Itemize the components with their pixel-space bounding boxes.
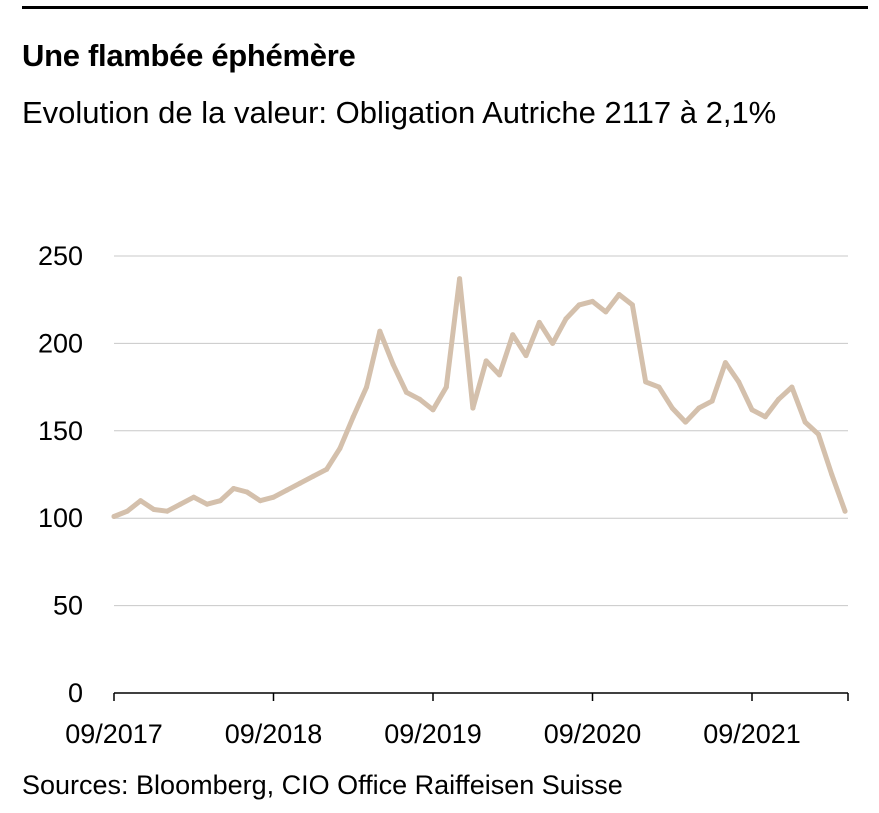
data-point	[709, 398, 715, 404]
data-point	[523, 353, 529, 359]
data-point	[563, 316, 569, 322]
data-point	[483, 358, 489, 364]
data-point	[284, 487, 290, 493]
data-point	[430, 407, 436, 413]
data-point	[310, 473, 316, 479]
data-point	[550, 340, 556, 346]
data-point	[669, 405, 675, 411]
data-point	[324, 466, 330, 472]
data-point	[762, 414, 768, 420]
y-tick-label: 100	[38, 503, 83, 533]
data-point	[350, 414, 356, 420]
data-point	[496, 372, 502, 378]
data-point	[603, 309, 609, 315]
top-rule	[22, 6, 868, 9]
grid-lines	[114, 255, 848, 607]
data-point	[802, 419, 808, 425]
data-point	[124, 508, 130, 514]
chart-subtitle: Evolution de la valeur: Obligation Autri…	[22, 95, 777, 130]
data-point	[815, 431, 821, 437]
data-point	[656, 384, 662, 390]
data-point	[470, 405, 476, 411]
data-point	[722, 360, 728, 366]
x-axis-tick-labels: 09/2017 09/2018 09/2019 09/2020 09/2021	[65, 719, 801, 749]
data-point	[842, 508, 848, 514]
data-point	[403, 389, 409, 395]
data-point	[364, 384, 370, 390]
data-point	[111, 514, 117, 519]
data-point	[297, 480, 303, 486]
data-point	[177, 501, 183, 507]
data-point	[736, 379, 742, 385]
data-point	[829, 472, 835, 477]
data-point	[696, 405, 702, 411]
y-axis-tick-labels: 0 50 100 150 200 250	[38, 241, 83, 708]
data-point	[164, 508, 170, 514]
data-point	[337, 445, 343, 451]
data-point	[390, 361, 396, 367]
data-point	[151, 507, 157, 512]
data-point	[231, 486, 237, 491]
y-tick-label: 0	[68, 678, 83, 708]
x-tick-label: 09/2017	[65, 719, 163, 749]
data-point	[417, 396, 423, 402]
y-tick-label: 250	[38, 241, 83, 271]
chart-title: Une flambée éphémère	[22, 38, 356, 73]
data-point	[590, 298, 595, 304]
series-line	[111, 276, 848, 519]
data-point	[576, 302, 582, 308]
x-tick-label: 09/2019	[384, 719, 482, 749]
data-point	[217, 498, 223, 504]
series	[111, 276, 848, 519]
data-point	[271, 494, 276, 500]
data-point	[443, 384, 449, 390]
data-point	[789, 384, 795, 390]
data-point	[629, 302, 635, 308]
x-tick-label: 09/2020	[544, 719, 642, 749]
data-point	[138, 498, 144, 504]
data-point	[457, 276, 463, 282]
data-point	[191, 494, 197, 500]
x-tick-label: 09/2018	[225, 719, 323, 749]
y-tick-label: 200	[38, 328, 83, 358]
data-point	[377, 328, 383, 334]
x-tick-label: 09/2021	[703, 719, 801, 749]
data-point	[683, 419, 689, 425]
y-tick-label: 50	[53, 591, 83, 621]
data-point	[257, 498, 263, 504]
data-point	[510, 332, 516, 338]
data-point	[776, 396, 782, 402]
data-point	[616, 292, 622, 297]
y-tick-label: 150	[38, 416, 83, 446]
data-point	[749, 407, 755, 413]
data-point	[643, 379, 649, 385]
source-note: Sources: Bloomberg, CIO Office Raiffeise…	[22, 770, 623, 800]
x-axis	[113, 692, 849, 701]
data-point	[204, 501, 210, 507]
data-point	[536, 319, 542, 325]
data-point	[244, 489, 250, 495]
